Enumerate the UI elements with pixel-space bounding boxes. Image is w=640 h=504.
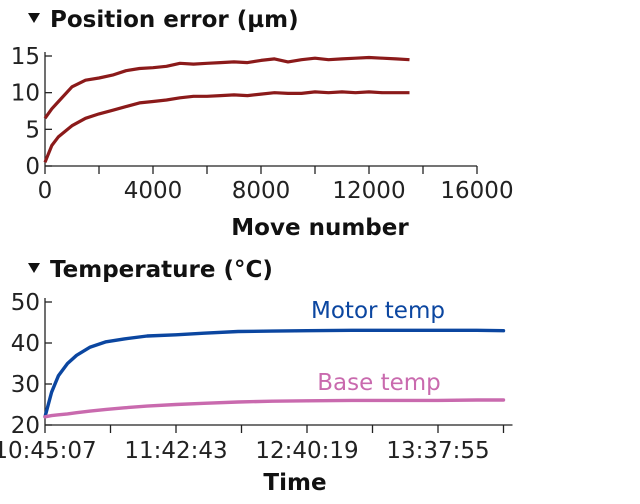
x-tick-label: 8000 bbox=[232, 178, 291, 204]
x-tick-label: 0 bbox=[38, 178, 53, 204]
y-tick-label: 10 bbox=[11, 81, 40, 107]
chart1-title: Position error (µm) bbox=[50, 7, 299, 33]
y-tick-label: 40 bbox=[11, 331, 40, 357]
y-tick-label: 50 bbox=[11, 290, 40, 316]
series-label-motor-temp: Motor temp bbox=[311, 298, 445, 324]
collapse-triangle-icon bbox=[28, 13, 40, 23]
chart2-xlabel: Time bbox=[263, 470, 326, 496]
temperature-panel: Temperature (°C) 10:45:07 11:42:43 12:40:1… bbox=[0, 257, 513, 496]
series-label-base-temp: Base temp bbox=[317, 370, 441, 396]
y-tick-label: 15 bbox=[11, 44, 40, 70]
x-tick-label: 13:37:55 bbox=[386, 438, 489, 464]
chart1-xlabel: Move number bbox=[231, 215, 409, 241]
position-error-panel: Position error (µm) 0 4000 8000 12000 16000 0… bbox=[11, 7, 514, 241]
chart2-title: Temperature (°C) bbox=[50, 257, 273, 283]
x-tick-label: 16000 bbox=[440, 178, 513, 204]
position-error-series-1 bbox=[43, 55, 410, 120]
x-tick-label: 10:45:07 bbox=[0, 438, 97, 464]
base-temp-line bbox=[43, 398, 506, 419]
y-tick-label: 5 bbox=[25, 117, 40, 143]
collapse-triangle-icon bbox=[28, 263, 40, 273]
position-error-series-2 bbox=[43, 90, 410, 163]
y-tick-label: 30 bbox=[11, 372, 40, 398]
x-tick-label: 12000 bbox=[332, 178, 405, 204]
x-tick-label: 11:42:43 bbox=[124, 438, 227, 464]
motor-temp-line bbox=[43, 328, 506, 419]
y-tick-label: 0 bbox=[25, 154, 40, 180]
x-tick-label: 4000 bbox=[124, 178, 183, 204]
x-tick-label: 12:40:19 bbox=[255, 438, 358, 464]
y-tick-label: 20 bbox=[11, 413, 40, 439]
